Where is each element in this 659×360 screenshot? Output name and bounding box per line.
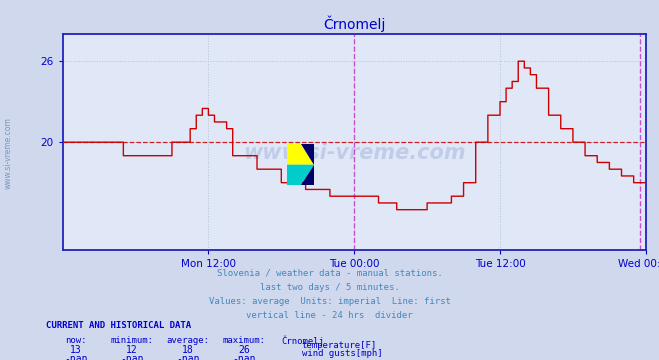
Text: average:: average: — [166, 336, 210, 345]
Text: -nan: -nan — [120, 354, 144, 360]
Text: now:: now: — [65, 336, 86, 345]
Text: Values: average  Units: imperial  Line: first: Values: average Units: imperial Line: fi… — [208, 297, 451, 306]
Text: last two days / 5 minutes.: last two days / 5 minutes. — [260, 283, 399, 292]
Text: 18: 18 — [182, 345, 194, 355]
Text: -nan: -nan — [232, 354, 256, 360]
Text: CURRENT AND HISTORICAL DATA: CURRENT AND HISTORICAL DATA — [46, 321, 191, 330]
Text: 12: 12 — [126, 345, 138, 355]
Text: maximum:: maximum: — [222, 336, 266, 345]
Polygon shape — [301, 144, 314, 165]
Title: Črnomelj: Črnomelj — [323, 15, 386, 32]
Text: minimum:: minimum: — [110, 336, 154, 345]
Text: vertical line - 24 hrs  divider: vertical line - 24 hrs divider — [246, 311, 413, 320]
Text: wind gusts[mph]: wind gusts[mph] — [302, 349, 382, 359]
Text: www.si-vreme.com: www.si-vreme.com — [243, 143, 465, 163]
Text: -nan: -nan — [64, 354, 88, 360]
Text: www.si-vreme.com: www.si-vreme.com — [3, 117, 13, 189]
Polygon shape — [301, 165, 314, 185]
Text: Črnomelj: Črnomelj — [281, 336, 325, 346]
Polygon shape — [287, 165, 314, 185]
Text: 13: 13 — [70, 345, 82, 355]
Text: Slovenia / weather data - manual stations.: Slovenia / weather data - manual station… — [217, 268, 442, 277]
Text: temperature[F]: temperature[F] — [302, 341, 377, 350]
Polygon shape — [287, 144, 314, 165]
Text: 26: 26 — [238, 345, 250, 355]
Text: -nan: -nan — [176, 354, 200, 360]
